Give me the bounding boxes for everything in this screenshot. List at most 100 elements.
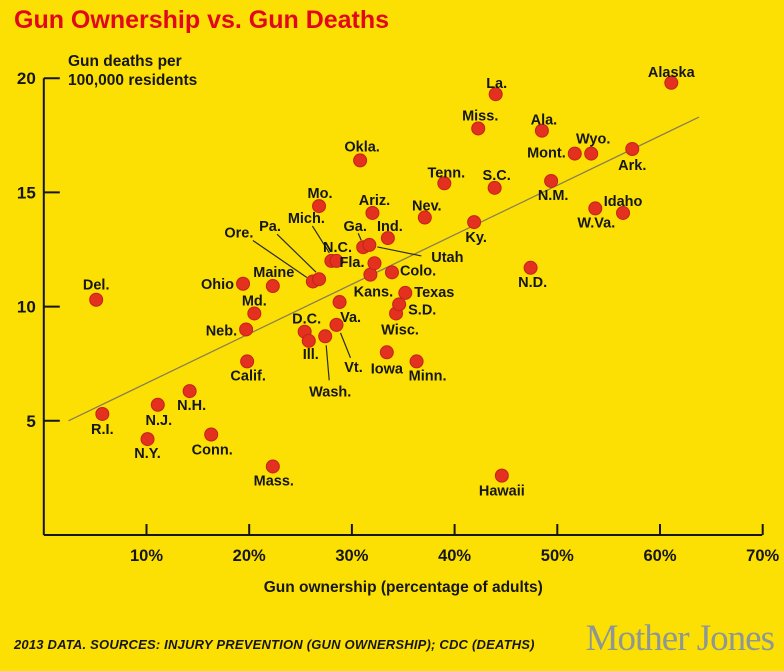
data-point-Ind.	[380, 231, 395, 246]
point-label-Md.: Md.	[242, 293, 267, 309]
point-label-N.Y.: N.Y.	[134, 446, 161, 462]
point-label-N.H.: N.H.	[177, 398, 206, 414]
point-label-Kans.: Kans.	[354, 285, 394, 301]
point-label-Ind.: Ind.	[377, 219, 403, 235]
point-label-Ohio: Ohio	[201, 277, 234, 293]
point-label-Mich.: Mich.	[288, 211, 325, 227]
data-point-S.C.	[487, 180, 502, 195]
point-label-S.C.: S.C.	[483, 168, 511, 184]
x-tick-label: 30%	[335, 547, 368, 565]
y-axis-annotation: Gun deaths per	[68, 53, 182, 70]
data-point-Idaho	[616, 205, 631, 220]
data-point-N.H.	[182, 384, 197, 399]
point-label-Neb.: Neb.	[206, 323, 237, 339]
point-label-Ga.: Ga.	[344, 219, 367, 235]
point-label-Maine: Maine	[253, 265, 294, 281]
point-label-N.D.: N.D.	[518, 275, 547, 291]
leader-line-Vt.	[339, 332, 352, 359]
point-label-N.C.: N.C.	[323, 240, 352, 256]
data-point-Maine	[265, 279, 280, 294]
scatter-plot: 10% 20% 30% 40% 50% 60% 70% 5 10 15 20 Gun deaths p…	[17, 53, 780, 596]
x-tick-label: 20%	[233, 547, 266, 565]
point-label-Wash.: Wash.	[309, 384, 351, 400]
data-point-N.Y.	[140, 432, 155, 447]
data-point-Del.	[89, 292, 104, 307]
data-point-Ohio	[236, 276, 251, 291]
point-label-Wisc.: Wisc.	[381, 322, 419, 338]
leader-line-Wash.	[325, 345, 330, 381]
y-tick-label: 15	[17, 183, 36, 202]
point-label-Hawaii: Hawaii	[479, 484, 525, 500]
data-point-Colo.	[384, 265, 399, 280]
point-label-Del.: Del.	[83, 278, 110, 294]
trend-line	[68, 116, 700, 422]
motherjones-logo: Mother Jones	[585, 618, 775, 659]
data-point-Wyo.	[584, 146, 599, 161]
data-point-Miss.	[471, 121, 486, 136]
data-point-Ariz.	[365, 205, 380, 220]
data-point-Minn.	[409, 354, 424, 369]
data-point-Calif.	[240, 354, 255, 369]
data-point-Mont.	[567, 146, 582, 161]
point-label-Wyo.: Wyo.	[576, 132, 610, 148]
leader-line-Utah	[377, 246, 422, 257]
point-label-R.I.: R.I.	[91, 422, 114, 438]
leader-line-Mich.	[311, 225, 330, 254]
point-label-Miss.: Miss.	[462, 108, 498, 124]
point-label-Alaska: Alaska	[648, 65, 696, 81]
x-tick-label: 40%	[438, 547, 471, 565]
data-point-N.J.	[150, 397, 165, 412]
point-label-Ariz.: Ariz.	[359, 193, 390, 209]
point-label-W.Va.: W.Va.	[577, 215, 615, 231]
x-tick-label: 10%	[130, 547, 163, 565]
data-point-Md.	[247, 306, 262, 321]
point-label-Fla.: Fla.	[340, 255, 365, 271]
point-label-Ill.: Ill.	[303, 347, 319, 363]
point-label-Pa.: Pa.	[259, 219, 281, 235]
data-point-W.Va.	[588, 201, 603, 216]
point-label-Nev.: Nev.	[412, 199, 442, 215]
data-point-Ill.	[301, 333, 316, 348]
leader-line-Ga.	[357, 232, 362, 241]
data-point-N.D.	[523, 260, 538, 275]
footer: 2013 DATA. SOURCES: INJURY PREVENTION (G…	[0, 615, 784, 671]
data-point-R.I.	[95, 406, 110, 421]
point-label-Texas: Texas	[414, 285, 454, 301]
data-point-Neb.	[239, 322, 254, 337]
leader-line-Ore.	[252, 239, 308, 278]
y-tick-label: 10	[17, 298, 36, 317]
point-label-Iowa: Iowa	[371, 361, 404, 377]
data-point-Iowa	[379, 345, 394, 360]
data-point-N.C.	[329, 253, 344, 268]
point-label-N.M.: N.M.	[538, 188, 569, 204]
point-label-Idaho: Idaho	[604, 194, 643, 210]
point-label-Ark.: Ark.	[618, 158, 646, 174]
data-point-Ky.	[467, 215, 482, 230]
data-point-Va.	[332, 295, 347, 310]
point-label-Utah: Utah	[431, 250, 463, 266]
data-point-S.D.	[392, 297, 407, 312]
point-label-La.: La.	[486, 76, 507, 92]
point-label-Mont.: Mont.	[527, 146, 566, 162]
data-point-Wash.	[318, 329, 333, 344]
y-axis-annotation: 100,000 residents	[68, 72, 197, 89]
chart-title: Gun Ownership vs. Gun Deaths	[14, 6, 390, 34]
x-tick-label: 60%	[643, 547, 676, 565]
point-label-Ore.: Ore.	[224, 225, 253, 241]
leader-line-Pa.	[276, 233, 317, 273]
data-point-Pa.	[312, 272, 327, 287]
x-tick-label: 50%	[541, 547, 574, 565]
data-point-Mo.	[312, 199, 327, 214]
point-label-Colo.: Colo.	[400, 263, 436, 279]
point-label-Mass.: Mass.	[254, 473, 294, 489]
point-label-Minn.: Minn.	[409, 368, 447, 384]
y-tick-label: 20	[17, 69, 36, 88]
y-tick-label: 5	[26, 412, 35, 431]
data-point-Hawaii	[494, 468, 509, 483]
data-point-Ark.	[625, 142, 640, 157]
point-label-Mo.: Mo.	[308, 186, 333, 202]
data-point-Utah	[362, 237, 377, 252]
data-point-Mass.	[265, 459, 280, 474]
x-tick-label: 70%	[746, 547, 779, 565]
point-label-Calif.: Calif.	[230, 368, 265, 384]
